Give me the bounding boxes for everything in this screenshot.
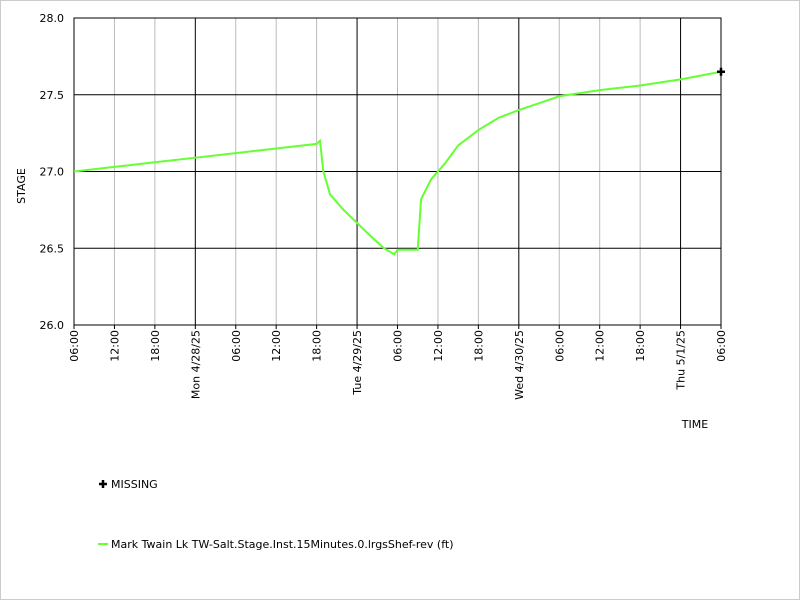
x-tick-label: 06:00 <box>553 330 566 362</box>
x-tick-label: Thu 5/1/25 <box>675 330 688 391</box>
x-tick-label: Tue 4/29/25 <box>351 330 364 396</box>
x-tick-label: Wed 4/30/25 <box>513 330 526 400</box>
x-tick-label: 18:00 <box>311 330 324 362</box>
y-tick-label: 26.0 <box>40 319 65 332</box>
x-tick-label: 18:00 <box>149 330 162 362</box>
missing-marker <box>717 67 725 76</box>
series-line <box>73 70 722 256</box>
legend-marker <box>99 480 107 488</box>
x-tick-label: 06:00 <box>230 330 243 362</box>
x-tick-label: 06:00 <box>392 330 405 362</box>
y-tick-label: 27.0 <box>40 166 65 179</box>
y-axis-label: STAGE <box>15 168 28 204</box>
x-tick-label: 06:00 <box>715 330 728 362</box>
legend-label: Mark Twain Lk TW-Salt.Stage.Inst.15Minut… <box>111 538 454 551</box>
x-tick-label: Mon 4/28/25 <box>189 330 202 399</box>
y-tick-label: 26.5 <box>40 242 65 255</box>
x-tick-label: 12:00 <box>108 330 121 362</box>
y-tick-label: 28.0 <box>40 12 65 25</box>
x-tick-label: 12:00 <box>432 330 445 362</box>
legend-label: MISSING <box>111 478 158 491</box>
y-tick-label: 27.5 <box>40 89 65 102</box>
x-tick-label: 18:00 <box>634 330 647 362</box>
x-tick-label: 18:00 <box>472 330 485 362</box>
x-tick-label: 06:00 <box>68 330 81 362</box>
x-tick-label: 12:00 <box>594 330 607 362</box>
x-axis-label: TIME <box>681 418 708 431</box>
x-tick-label: 12:00 <box>270 330 283 362</box>
